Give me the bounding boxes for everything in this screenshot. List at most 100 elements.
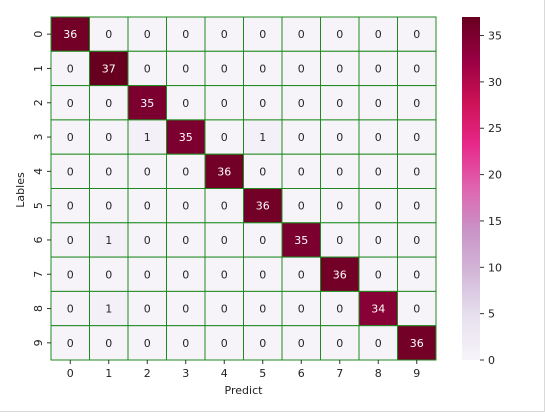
y-tick-label: 8 <box>32 305 45 312</box>
heatmap-cell <box>89 290 129 327</box>
cell-value-label: 0 <box>105 337 112 350</box>
heatmap-cell <box>397 325 437 361</box>
heatmap-cell <box>320 153 360 189</box>
heatmap-cell <box>320 222 360 258</box>
cell-value-label: 0 <box>336 97 343 110</box>
colorbar-tick-label: 35 <box>488 30 502 43</box>
cell-value-label: 0 <box>144 303 151 316</box>
y-axis-label: Lables <box>14 172 27 208</box>
cell-value-label: 1 <box>105 303 112 316</box>
cell-value-label: 0 <box>413 200 420 213</box>
heatmap-cell <box>166 222 206 258</box>
heatmap-cell <box>281 153 321 189</box>
cell-value-label: 0 <box>336 337 343 350</box>
cell-value-label: 0 <box>375 62 382 75</box>
heatmap-cell <box>358 188 398 224</box>
cell-value-label: 0 <box>298 337 305 350</box>
heatmap-cell <box>358 85 398 121</box>
cell-value-label: 0 <box>413 28 420 41</box>
cell-value-label: 0 <box>221 131 228 144</box>
y-tick-label: 0 <box>32 31 45 38</box>
colorbar-tick-label: 5 <box>488 308 495 321</box>
cell-value-label: 0 <box>67 303 74 316</box>
heatmap-cell <box>397 290 437 327</box>
cell-value-label: 0 <box>221 337 228 350</box>
cell-value-label: 1 <box>105 234 112 247</box>
x-tick-label: 3 <box>182 367 189 380</box>
heatmap-cell <box>50 325 90 361</box>
cell-value-label: 0 <box>67 131 74 144</box>
heatmap-cell <box>281 325 321 361</box>
cell-value-label: 0 <box>336 303 343 316</box>
heatmap-cell <box>281 50 321 87</box>
cell-value-label: 35 <box>140 97 154 110</box>
cell-value-label: 0 <box>413 97 420 110</box>
cell-value-label: 0 <box>375 268 382 281</box>
cell-value-label: 0 <box>182 337 189 350</box>
x-tick-label: 9 <box>413 367 420 380</box>
cell-value-label: 0 <box>67 62 74 75</box>
heatmap-cells <box>50 16 437 361</box>
heatmap-cell <box>243 153 283 189</box>
x-tick-label: 2 <box>144 367 151 380</box>
cell-value-label: 0 <box>105 131 112 144</box>
cell-value-label: 0 <box>375 97 382 110</box>
cell-value-label: 0 <box>105 165 112 178</box>
heatmap-cell <box>243 16 283 52</box>
cell-value-label: 0 <box>375 337 382 350</box>
heatmap-cell <box>127 85 167 121</box>
heatmap-cell <box>320 290 360 327</box>
heatmap-cell <box>397 16 437 52</box>
y-tick-label: 6 <box>32 236 45 243</box>
heatmap-cell <box>358 290 398 327</box>
cell-value-label: 0 <box>105 268 112 281</box>
heatmap-cell <box>89 16 129 52</box>
x-tick-label: 7 <box>336 367 343 380</box>
cell-value-label: 0 <box>221 97 228 110</box>
heatmap-cell <box>243 222 283 258</box>
cell-value-label: 0 <box>67 200 74 213</box>
cell-value-label: 0 <box>336 165 343 178</box>
heatmap-cell <box>358 222 398 258</box>
cell-value-label: 0 <box>259 97 266 110</box>
cell-value-label: 0 <box>259 337 266 350</box>
y-tick-label: 3 <box>32 134 45 141</box>
cell-value-label: 34 <box>371 303 385 316</box>
cell-value-label: 36 <box>333 268 347 281</box>
cell-value-label: 36 <box>63 28 77 41</box>
colorbar-ticks: 0 5 10 15 20 25 30 35 <box>480 30 502 367</box>
heatmap-cell <box>127 256 167 292</box>
colorbar-tick-label: 20 <box>488 169 502 182</box>
cell-value-label: 0 <box>144 268 151 281</box>
colorbar-tick-label: 15 <box>488 215 502 228</box>
cell-value-label: 0 <box>259 303 266 316</box>
heatmap-cell <box>50 85 90 121</box>
heatmap-cell <box>320 85 360 121</box>
cell-value-label: 0 <box>182 28 189 41</box>
heatmap-cell <box>166 290 206 327</box>
x-axis-label: Predict <box>225 384 264 397</box>
cell-value-label: 0 <box>259 28 266 41</box>
cell-value-label: 0 <box>221 234 228 247</box>
cell-value-label: 0 <box>105 200 112 213</box>
cell-value-label: 0 <box>67 234 74 247</box>
cell-value-label: 0 <box>413 62 420 75</box>
cell-value-label: 0 <box>144 62 151 75</box>
heatmap-cell <box>204 325 244 361</box>
x-axis-ticks: 0 1 2 3 4 5 6 7 8 9 <box>67 360 420 380</box>
cell-value-label: 0 <box>375 165 382 178</box>
cell-value-label: 0 <box>105 28 112 41</box>
cell-value-label: 0 <box>298 131 305 144</box>
cell-value-label: 0 <box>375 234 382 247</box>
cell-value-label: 0 <box>182 268 189 281</box>
x-tick-label: 1 <box>105 367 112 380</box>
colorbar-tick-label: 30 <box>488 76 502 89</box>
cell-value-label: 0 <box>221 303 228 316</box>
colorbar-tick-label: 0 <box>488 354 495 367</box>
cell-value-label: 0 <box>375 28 382 41</box>
heatmap-cell <box>204 256 244 292</box>
cell-value-label: 37 <box>102 62 116 75</box>
cell-value-label: 35 <box>294 234 308 247</box>
colorbar-tick-label: 10 <box>488 261 502 274</box>
